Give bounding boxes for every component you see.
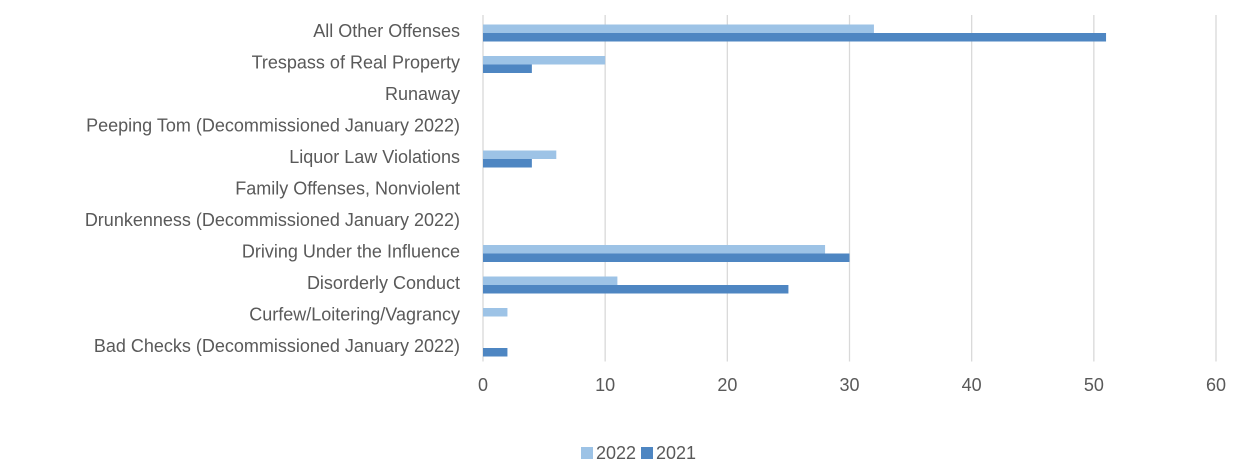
bar-2021-10 [483,348,508,357]
x-tick-label: 40 [962,375,982,395]
bar-2021-1 [483,64,532,73]
bar-2022-4 [483,150,557,159]
category-label: Runaway [385,84,460,104]
gridlines [604,15,1217,362]
bar-2021-0 [483,33,1107,42]
category-label: Driving Under the Influence [242,242,460,262]
bar-2021-4 [483,159,532,168]
category-labels: All Other Offenses Trespass of Real Prope… [85,21,460,356]
bar-2021-8 [483,285,789,294]
x-tick-label: 10 [595,375,615,395]
bars [483,24,1107,357]
category-label: Peeping Tom (Decommissioned January 2022… [86,116,460,136]
x-tick-label: 50 [1084,375,1104,395]
x-tick-label: 30 [839,375,859,395]
category-label: Liquor Law Violations [289,147,460,167]
bar-2022-9 [483,308,508,317]
category-label: Curfew/Loitering/Vagrancy [249,305,460,325]
category-label: Drunkenness (Decommissioned January 2022… [85,210,460,230]
legend-label-2022: 2022 [596,443,636,463]
bar-2022-1 [483,56,606,65]
legend-label-2021: 2021 [656,443,696,463]
bar-2022-7 [483,245,826,254]
category-label: Bad Checks (Decommissioned January 2022) [94,336,460,356]
category-label: Family Offenses, Nonviolent [235,179,460,199]
x-tick-label: 60 [1206,375,1226,395]
bar-2022-0 [483,24,874,33]
category-label: All Other Offenses [313,21,460,41]
x-tick-labels: 0 10 20 30 40 50 60 [478,375,1226,395]
bar-2021-7 [483,253,850,262]
legend: 2022 2021 [581,443,696,463]
bar-2022-8 [483,276,618,285]
x-tick-label: 0 [478,375,488,395]
category-label: Trespass of Real Property [252,53,460,73]
legend-swatch-2021 [641,447,653,459]
x-tick-label: 20 [717,375,737,395]
legend-swatch-2022 [581,447,593,459]
category-label: Disorderly Conduct [307,273,460,293]
